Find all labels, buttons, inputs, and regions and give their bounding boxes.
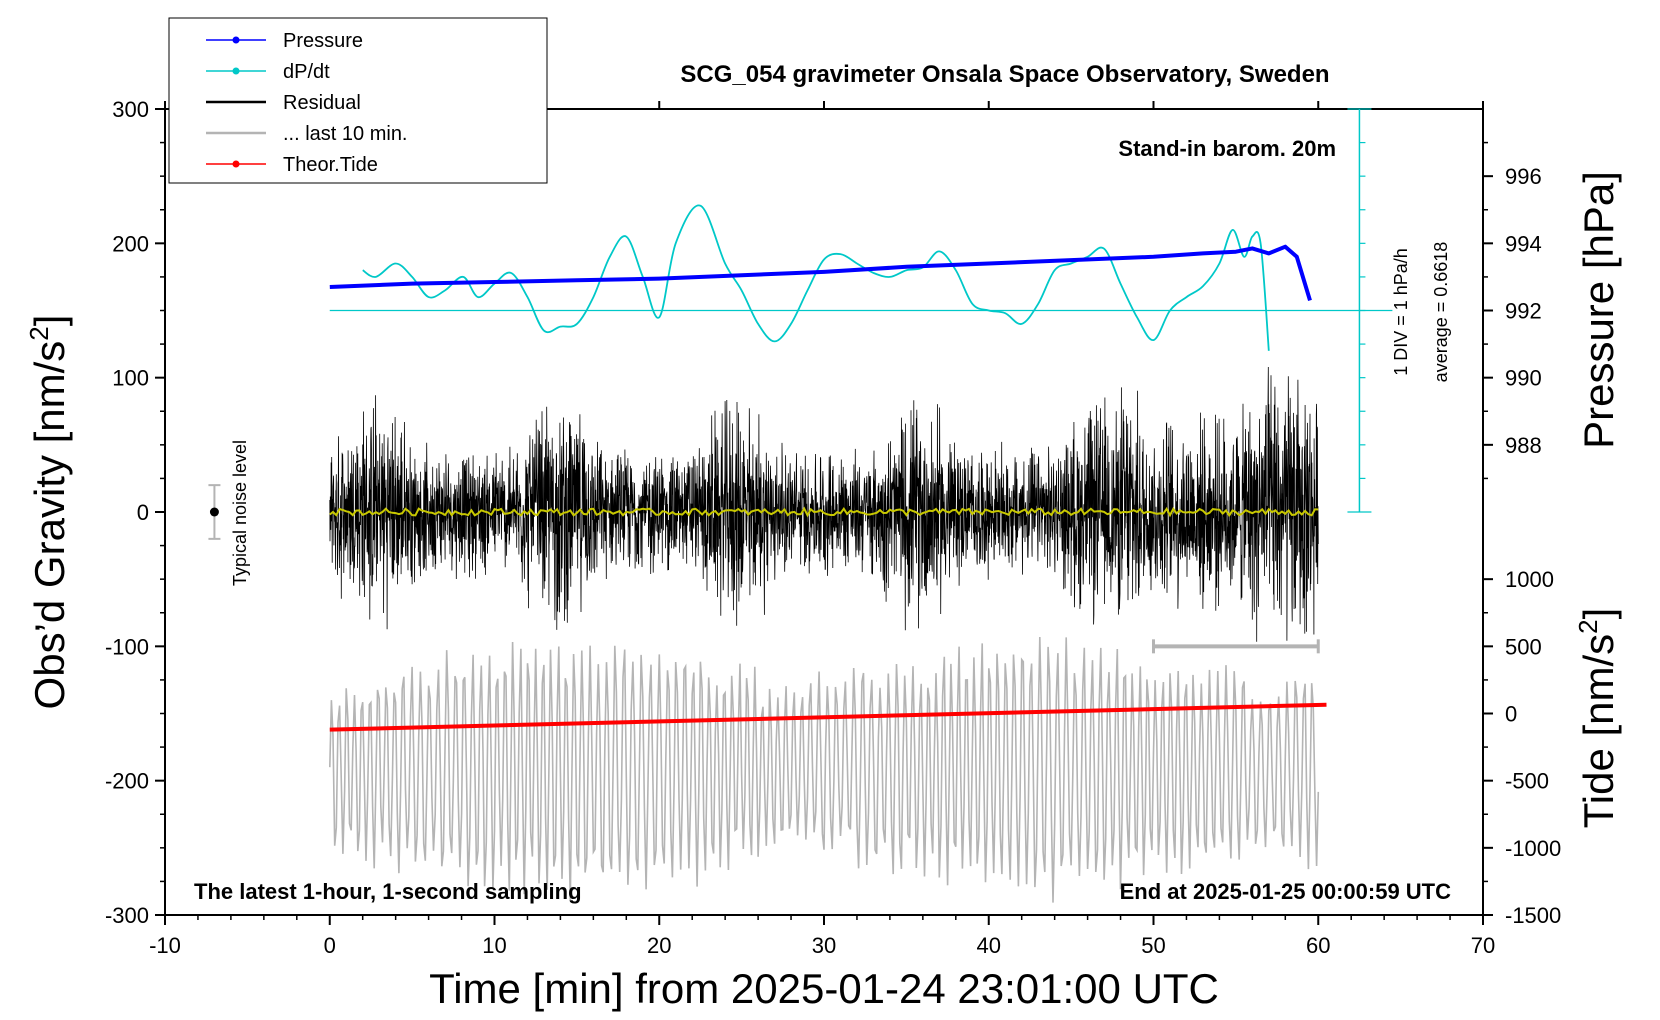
y-tick-label: 200	[112, 231, 149, 256]
x-tick-label: 10	[482, 933, 506, 958]
residual-series	[329, 366, 1319, 642]
last-10-min-series	[329, 636, 1320, 903]
y-tick-label: 100	[112, 366, 149, 391]
tide-tick-label: 0	[1505, 702, 1517, 727]
chart-title: SCG_054 gravimeter Onsala Space Observat…	[680, 61, 1329, 88]
tide-tick-label: -500	[1505, 769, 1549, 794]
pressure-tick-label: 994	[1505, 231, 1542, 256]
legend-box	[168, 17, 548, 184]
average-label: average = 0.6618	[1431, 242, 1451, 383]
pressure-tick-label: 996	[1505, 164, 1542, 189]
tide-tick-label: 1000	[1505, 567, 1554, 592]
theoretical-tide-series	[329, 702, 1327, 732]
residual-line	[329, 366, 1319, 642]
svg-text:dP/dt: dP/dt	[283, 61, 330, 83]
svg-text:Theor.Tide: Theor.Tide	[283, 154, 378, 176]
typical-noise-marker	[208, 484, 221, 540]
pressure-tick-label: 990	[1505, 366, 1542, 391]
y-tick-label: -200	[105, 769, 149, 794]
x-tick-label: 40	[977, 933, 1001, 958]
y-tick-label: -300	[105, 903, 149, 928]
legend: Pressure dP/dt Residual ... last 10 min.…	[168, 17, 548, 184]
tide-tick-label: -1000	[1505, 836, 1561, 861]
theor-tide-line	[329, 702, 1327, 732]
div-scale-label: 1 DIV = 1 hPa/h	[1391, 248, 1411, 376]
svg-text:Pressure: Pressure	[283, 30, 363, 52]
pressure-series	[329, 244, 1312, 301]
x-tick-label: 20	[647, 933, 671, 958]
legend-item-theor-tide: Theor.Tide	[206, 154, 378, 176]
barometer-note: Stand-in barom. 20m	[1118, 136, 1336, 161]
pressure-tick-label: 988	[1505, 433, 1542, 458]
pressure-tick-label: 992	[1505, 299, 1542, 324]
svg-text:Residual: Residual	[283, 92, 361, 114]
y-tick-label: 300	[112, 97, 149, 122]
end-time-note: End at 2025-01-25 00:00:59 UTC	[1120, 879, 1451, 904]
x-tick-label: 70	[1471, 933, 1495, 958]
sampling-note: The latest 1-hour, 1-second sampling	[194, 879, 582, 904]
legend-item-residual: Residual	[206, 92, 361, 114]
svg-text:... last 10 min.: ... last 10 min.	[283, 123, 408, 145]
y-tick-label: -100	[105, 634, 149, 659]
pressure-axis-title: Pressure [hPa]	[1575, 171, 1622, 449]
y-tick-label: 0	[137, 500, 149, 525]
legend-item-pressure: Pressure	[206, 30, 363, 52]
y-axis-title: Obs’d Gravity [nm/s2]	[24, 315, 73, 710]
pressure-line	[329, 244, 1312, 301]
residual-mean-line	[329, 506, 1319, 518]
tide-tick-label: -1500	[1505, 903, 1561, 928]
x-axis-title: Time [min] from 2025-01-24 23:01:00 UTC	[429, 965, 1219, 1012]
tide-axis-title: Tide [nm/s2]	[1573, 608, 1622, 829]
axis-ticks: -10 0 10 20 30 40 50 60 703002001000-100-200-300…	[105, 97, 1561, 958]
legend-item-dpdt: dP/dt	[206, 61, 330, 83]
legend-item-last-10-min: ... last 10 min.	[206, 123, 408, 145]
x-tick-label: 60	[1306, 933, 1330, 958]
pressure-rate-scale	[329, 108, 1393, 513]
x-tick-label: 0	[324, 933, 336, 958]
dpdt-line	[362, 204, 1270, 351]
noise-label: Typical noise level	[230, 440, 250, 586]
x-tick-label: 50	[1141, 933, 1165, 958]
x-tick-label: 30	[812, 933, 836, 958]
noise-point	[209, 507, 219, 517]
x-tick-label: -10	[149, 933, 181, 958]
dpdt-series	[362, 204, 1270, 351]
tide-tick-label: 500	[1505, 634, 1542, 659]
last-10-min-line	[329, 636, 1320, 903]
